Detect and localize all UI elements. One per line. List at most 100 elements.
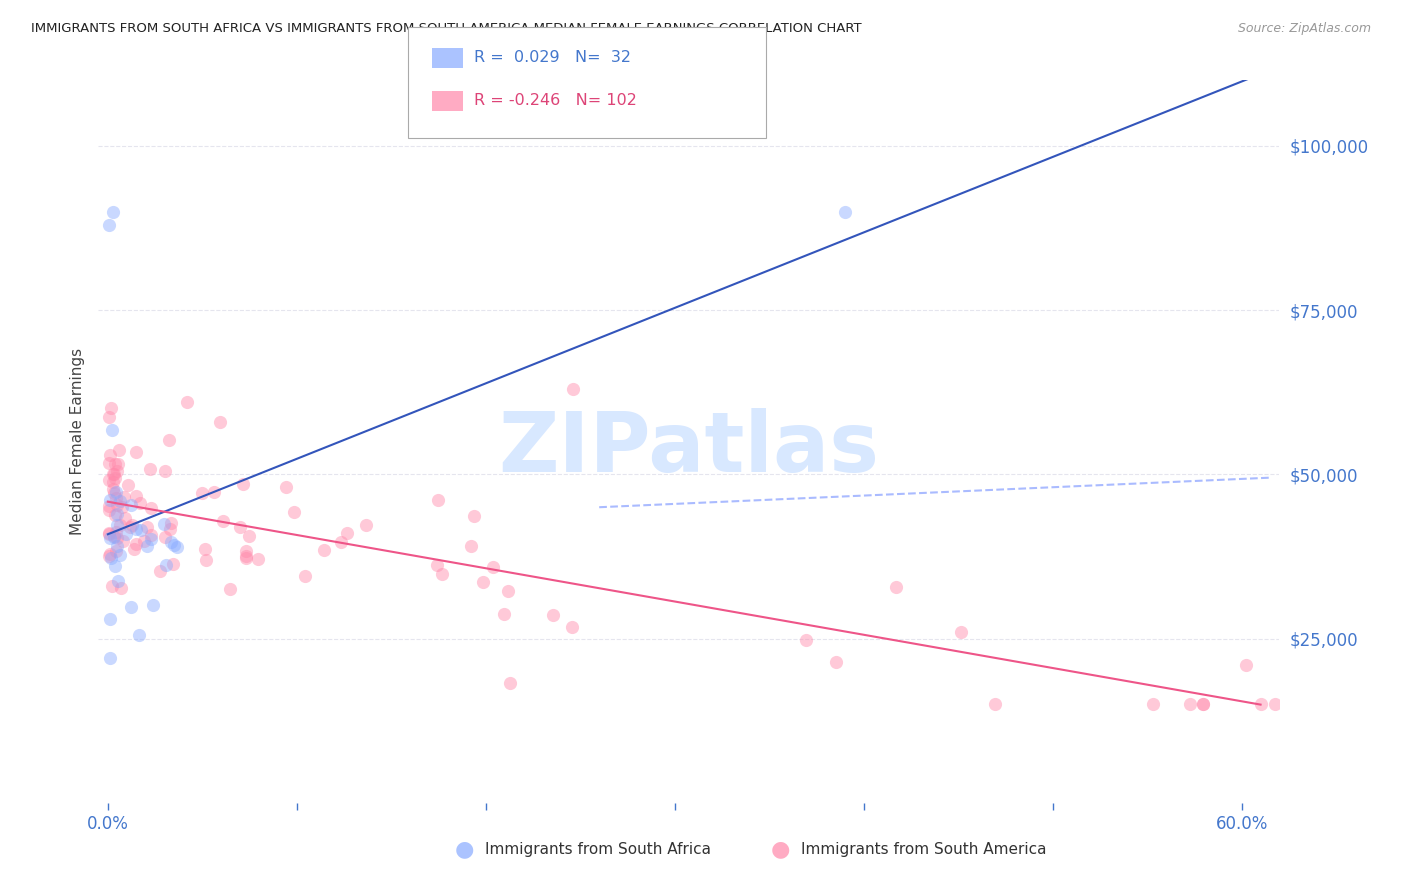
Point bbox=[98, 549, 121, 564]
Point bbox=[104, 508, 127, 522]
Point bbox=[426, 492, 449, 507]
Point bbox=[105, 498, 128, 512]
Point bbox=[120, 499, 142, 513]
Point bbox=[103, 204, 125, 219]
Text: R =  0.029   N=  32: R = 0.029 N= 32 bbox=[474, 51, 631, 65]
Point bbox=[114, 511, 136, 525]
Point bbox=[950, 625, 973, 640]
Point bbox=[105, 507, 128, 521]
Point bbox=[330, 535, 353, 549]
Point bbox=[191, 486, 214, 500]
Point bbox=[1191, 698, 1213, 712]
Text: Source: ZipAtlas.com: Source: ZipAtlas.com bbox=[1237, 22, 1371, 36]
Point bbox=[834, 204, 856, 219]
Point bbox=[202, 484, 225, 499]
Point bbox=[499, 675, 522, 690]
Point bbox=[209, 415, 232, 429]
Point bbox=[159, 522, 181, 536]
Point bbox=[104, 544, 127, 558]
Point bbox=[97, 410, 120, 425]
Point bbox=[166, 540, 188, 554]
Point bbox=[492, 607, 515, 622]
Point bbox=[135, 520, 157, 534]
Point bbox=[153, 516, 176, 531]
Point bbox=[97, 499, 120, 513]
Point bbox=[108, 518, 131, 533]
Point bbox=[100, 551, 122, 566]
Point bbox=[1264, 698, 1286, 712]
Point bbox=[155, 464, 177, 478]
Point bbox=[482, 559, 505, 574]
Point bbox=[162, 557, 184, 571]
Point bbox=[103, 486, 125, 500]
Point bbox=[235, 551, 257, 566]
Point bbox=[107, 458, 129, 472]
Point bbox=[425, 558, 447, 572]
Point bbox=[104, 471, 127, 485]
Point bbox=[194, 542, 217, 557]
Point bbox=[125, 537, 148, 551]
Point bbox=[276, 480, 298, 494]
Point bbox=[498, 584, 520, 599]
Point bbox=[238, 529, 260, 543]
Point bbox=[103, 530, 125, 544]
Point bbox=[98, 218, 121, 232]
Point bbox=[463, 508, 485, 523]
Point bbox=[101, 467, 124, 482]
Point bbox=[97, 456, 120, 470]
Point bbox=[354, 517, 377, 532]
Point bbox=[100, 579, 122, 593]
Point bbox=[105, 465, 128, 479]
Point bbox=[104, 524, 127, 539]
Point bbox=[105, 539, 128, 553]
Point bbox=[111, 534, 134, 549]
Point bbox=[103, 467, 125, 482]
Point bbox=[235, 544, 257, 558]
Point bbox=[98, 525, 121, 540]
Point bbox=[98, 473, 121, 487]
Point bbox=[112, 491, 135, 505]
Point bbox=[128, 496, 150, 510]
Point bbox=[103, 475, 125, 490]
Point bbox=[160, 534, 183, 549]
Point bbox=[1142, 698, 1164, 712]
Point bbox=[155, 558, 177, 573]
Point bbox=[139, 527, 162, 541]
Point bbox=[149, 564, 172, 578]
Point bbox=[121, 518, 143, 533]
Point bbox=[312, 542, 335, 557]
Point bbox=[794, 633, 817, 648]
Point bbox=[125, 444, 148, 458]
Point bbox=[139, 501, 162, 516]
Point bbox=[139, 533, 162, 547]
Text: Immigrants from South America: Immigrants from South America bbox=[801, 842, 1047, 856]
Point bbox=[97, 527, 120, 541]
Text: IMMIGRANTS FROM SOUTH AFRICA VS IMMIGRANTS FROM SOUTH AMERICA MEDIAN FEMALE EARN: IMMIGRANTS FROM SOUTH AFRICA VS IMMIGRAN… bbox=[31, 22, 862, 36]
Point bbox=[1250, 698, 1272, 712]
Point bbox=[115, 527, 138, 541]
Point bbox=[108, 443, 131, 458]
Point bbox=[825, 655, 848, 669]
Point bbox=[247, 551, 270, 566]
Point bbox=[110, 581, 132, 595]
Y-axis label: Median Female Earnings: Median Female Earnings bbox=[70, 348, 86, 535]
Point bbox=[294, 569, 316, 583]
Point bbox=[100, 612, 122, 626]
Point bbox=[98, 503, 121, 517]
Point bbox=[120, 599, 142, 614]
Point bbox=[105, 531, 128, 545]
Point bbox=[1234, 657, 1257, 672]
Point bbox=[1192, 698, 1215, 712]
Point bbox=[103, 482, 125, 496]
Point bbox=[884, 580, 907, 594]
Point bbox=[1178, 698, 1201, 712]
Point bbox=[460, 539, 482, 553]
Point bbox=[98, 547, 121, 561]
Point bbox=[98, 493, 121, 508]
Point bbox=[101, 423, 124, 437]
Point bbox=[100, 532, 122, 546]
Point bbox=[107, 574, 129, 589]
Point bbox=[561, 620, 583, 634]
Point bbox=[108, 548, 131, 562]
Point bbox=[98, 651, 121, 665]
